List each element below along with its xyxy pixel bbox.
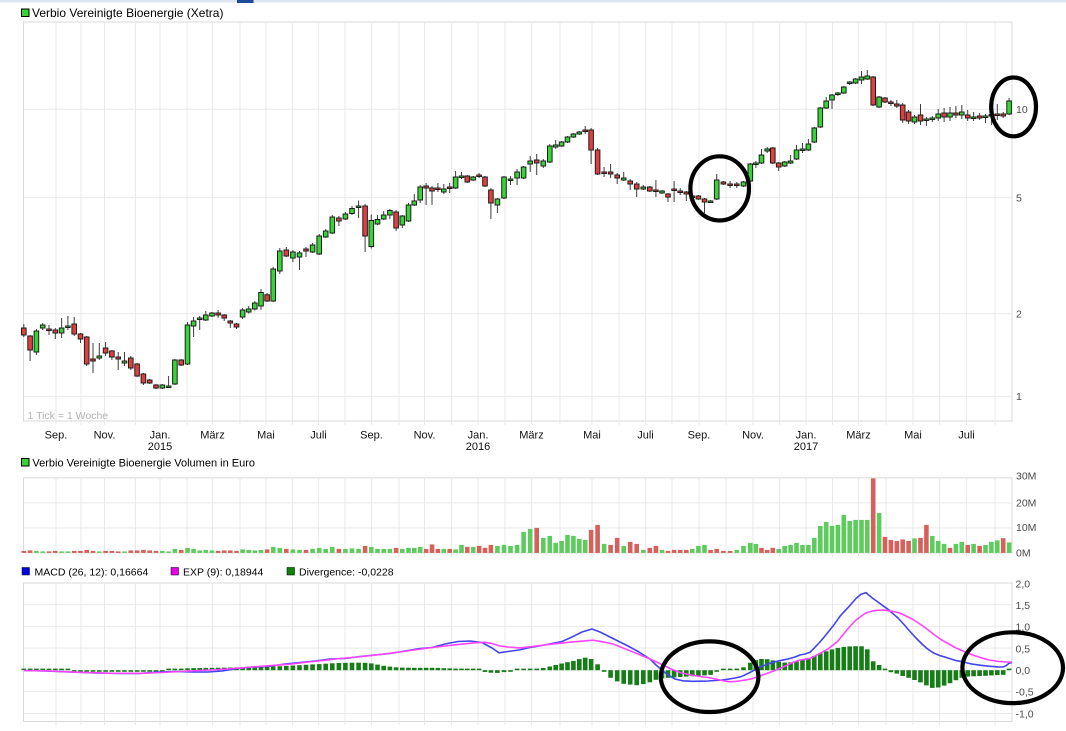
svg-text:Jan.: Jan. [150, 429, 171, 441]
svg-text:2: 2 [1016, 309, 1022, 321]
svg-text:MACD (26, 12): 0,16664: MACD (26, 12): 0,16664 [35, 567, 149, 579]
svg-text:0M: 0M [1016, 548, 1031, 560]
svg-text:2016: 2016 [466, 441, 490, 453]
svg-text:Sep.: Sep. [45, 429, 68, 441]
svg-text:0,0: 0,0 [1016, 665, 1031, 677]
svg-text:EXP (9): 0,18944: EXP (9): 0,18944 [183, 567, 264, 579]
svg-text:2,0: 2,0 [1016, 578, 1031, 590]
svg-text:Sep.: Sep. [688, 429, 711, 441]
svg-text:Divergence: -0,0228: Divergence: -0,0228 [299, 567, 394, 579]
svg-text:-0,5: -0,5 [1016, 687, 1034, 699]
svg-text:Verbio Vereinigte Bioenergie (: Verbio Vereinigte Bioenergie (Xetra) [32, 6, 223, 20]
svg-text:Sep.: Sep. [360, 429, 383, 441]
svg-text:0,5: 0,5 [1016, 643, 1031, 655]
svg-text:Mai: Mai [257, 429, 275, 441]
svg-text:2017: 2017 [794, 441, 818, 453]
svg-text:Juli: Juli [958, 429, 975, 441]
svg-text:30M: 30M [1016, 471, 1036, 483]
svg-text:März: März [846, 429, 870, 441]
svg-text:Nov.: Nov. [414, 429, 436, 441]
svg-text:Mai: Mai [904, 429, 922, 441]
svg-text:-1,0: -1,0 [1016, 708, 1034, 720]
svg-text:1: 1 [1016, 391, 1022, 403]
svg-text:Mai: Mai [583, 429, 601, 441]
svg-text:Jan.: Jan. [796, 429, 817, 441]
svg-text:Verbio Vereinigte Bioenergie V: Verbio Vereinigte Bioenergie Volumen in … [32, 458, 255, 470]
svg-text:5: 5 [1016, 192, 1022, 204]
svg-text:März: März [519, 429, 543, 441]
svg-text:Nov.: Nov. [94, 429, 116, 441]
svg-text:20M: 20M [1016, 497, 1036, 509]
svg-text:Juli: Juli [637, 429, 654, 441]
svg-text:Jan.: Jan. [468, 429, 489, 441]
svg-text:Juli: Juli [310, 429, 327, 441]
svg-text:10: 10 [1016, 104, 1028, 116]
svg-text:2015: 2015 [148, 441, 172, 453]
svg-text:Nov.: Nov. [742, 429, 764, 441]
svg-text:1 Tick = 1 Woche: 1 Tick = 1 Woche [28, 410, 109, 422]
svg-text:10M: 10M [1016, 522, 1036, 534]
svg-text:1,5: 1,5 [1016, 600, 1031, 612]
svg-text:März: März [200, 429, 224, 441]
